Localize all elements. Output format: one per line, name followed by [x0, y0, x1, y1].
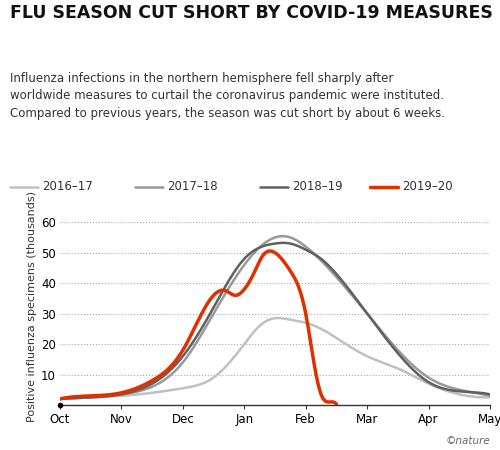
- Y-axis label: Positive influenza specimens (thousands): Positive influenza specimens (thousands): [27, 190, 37, 422]
- Text: Influenza infections in the northern hemisphere fell sharply after
worldwide mea: Influenza infections in the northern hem…: [10, 72, 445, 120]
- Text: 2018–19: 2018–19: [292, 180, 343, 193]
- Text: FLU SEASON CUT SHORT BY COVID-19 MEASURES: FLU SEASON CUT SHORT BY COVID-19 MEASURE…: [10, 4, 493, 22]
- Text: 2019–20: 2019–20: [402, 180, 453, 193]
- Text: 2017–18: 2017–18: [168, 180, 218, 193]
- Text: 2016–17: 2016–17: [42, 180, 93, 193]
- Text: ©nature: ©nature: [446, 436, 490, 446]
